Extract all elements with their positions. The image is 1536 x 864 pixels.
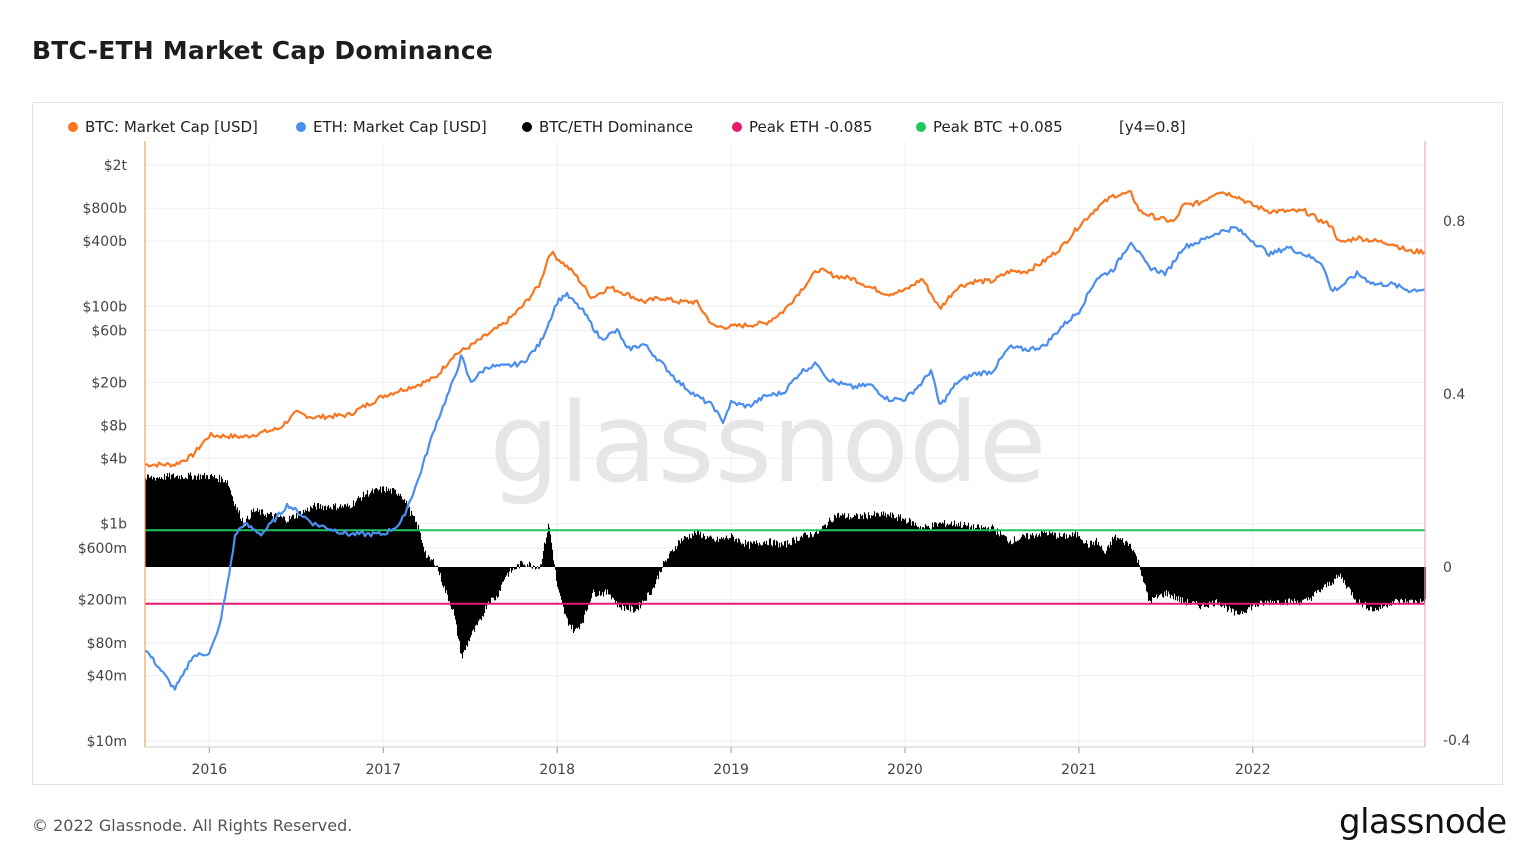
x-tick-label: 2021 xyxy=(1061,762,1097,778)
watermark: glassnode xyxy=(490,379,1047,507)
market-cap-lines xyxy=(144,190,1426,691)
y-left-tick-label: $80m xyxy=(87,636,127,652)
chart-svg: glassnode $10m $40m $80m $200m $600m $1b $4b $8… xyxy=(68,118,1470,778)
y-right-tick-label: 0 xyxy=(1443,560,1452,576)
legend-item: BTC/ETH Dominance xyxy=(522,118,693,136)
x-tick-label: 2017 xyxy=(365,762,401,778)
y-left-tick-label: $800b xyxy=(82,201,127,217)
y-left-tick-label: $10m xyxy=(87,734,127,750)
axes: $10m $40m $80m $200m $600m $1b $4b $8b $20b $60b $… xyxy=(78,141,1470,778)
legend-label: Peak ETH -0.085 xyxy=(749,118,872,136)
chart-panel: glassnode $10m $40m $80m $200m $600m $1b $4b $8… xyxy=(32,102,1503,785)
legend-item: ETH: Market Cap [USD] xyxy=(296,118,487,136)
legend-label: ETH: Market Cap [USD] xyxy=(313,118,487,136)
legend-label: Peak BTC +0.085 xyxy=(933,118,1063,136)
legend-dot xyxy=(916,122,926,132)
chart-title: BTC-ETH Market Cap Dominance xyxy=(32,36,494,65)
y-right-tick-label: 0.8 xyxy=(1443,214,1465,230)
y-left-tick-label: $200m xyxy=(78,593,127,609)
legend-dot xyxy=(296,122,306,132)
legend-item: BTC: Market Cap [USD] xyxy=(68,118,258,136)
y-left-tick-label: $60b xyxy=(91,323,127,339)
legend-label: [y4=0.8] xyxy=(1119,118,1186,136)
x-tick-label: 2022 xyxy=(1235,762,1271,778)
legend-dot xyxy=(68,122,78,132)
legend-item: Peak ETH -0.085 xyxy=(732,118,872,136)
y-left-tick-label: $600m xyxy=(78,541,127,557)
series-line-eth-market-cap xyxy=(144,226,1426,691)
x-tick-label: 2020 xyxy=(887,762,923,778)
x-tick-label: 2018 xyxy=(539,762,575,778)
y-left-tick-label: $2t xyxy=(104,158,128,174)
y-left-tick-label: $40m xyxy=(87,669,127,685)
legend: BTC: Market Cap [USD] ETH: Market Cap [US… xyxy=(68,118,1186,136)
legend-item: Peak BTC +0.085 xyxy=(916,118,1063,136)
legend-label: BTC: Market Cap [USD] xyxy=(85,118,258,136)
x-tick-label: 2016 xyxy=(192,762,228,778)
y-left-tick-label: $4b xyxy=(100,451,127,467)
x-tick-label: 2019 xyxy=(713,762,749,778)
series-line-btc-market-cap xyxy=(144,190,1426,468)
y-right-tick-label: -0.4 xyxy=(1443,733,1470,749)
reference-lines xyxy=(145,529,1425,605)
brand-logo[interactable]: glassnode xyxy=(1339,802,1507,842)
y-left-tick-label: $100b xyxy=(82,299,127,315)
y-right-tick-label: 0.4 xyxy=(1443,387,1465,403)
legend-item: [y4=0.8] xyxy=(1119,118,1186,136)
legend-label: BTC/ETH Dominance xyxy=(539,118,693,136)
y-left-tick-label: $8b xyxy=(100,419,127,435)
y-left-tick-label: $20b xyxy=(91,375,127,391)
legend-dot xyxy=(732,122,742,132)
y-left-tick-label: $1b xyxy=(100,517,127,533)
legend-dot xyxy=(522,122,532,132)
y-left-tick-label: $400b xyxy=(82,234,127,250)
copyright-footer: © 2022 Glassnode. All Rights Reserved. xyxy=(32,816,353,835)
